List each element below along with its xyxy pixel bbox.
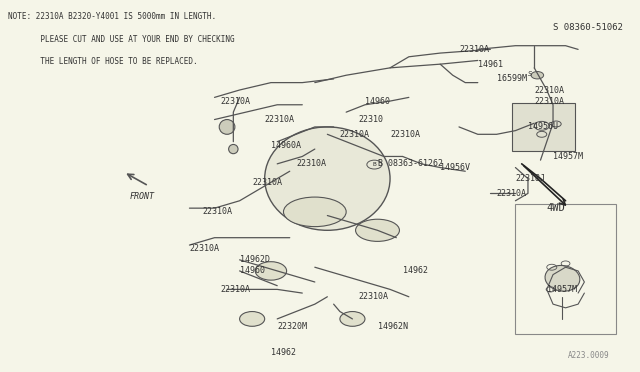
Text: NOTE: 22310A B2320-Y4001 IS 5000mm IN LENGTH.: NOTE: 22310A B2320-Y4001 IS 5000mm IN LE… — [8, 13, 216, 22]
Ellipse shape — [545, 266, 580, 291]
Text: 14957M: 14957M — [547, 285, 577, 294]
Ellipse shape — [220, 119, 235, 134]
Text: 22318J: 22318J — [515, 174, 545, 183]
Text: 14956V: 14956V — [440, 163, 470, 172]
Text: 22310A: 22310A — [497, 189, 527, 198]
Ellipse shape — [340, 311, 365, 326]
Text: 22310A: 22310A — [340, 130, 370, 139]
Text: 14961: 14961 — [478, 60, 503, 69]
Text: 4WD: 4WD — [547, 203, 566, 213]
Text: 22310A: 22310A — [189, 244, 220, 253]
Text: B 08363-61262: B 08363-61262 — [378, 159, 442, 169]
Text: THE LENGTH OF HOSE TO BE REPLACED.: THE LENGTH OF HOSE TO BE REPLACED. — [8, 57, 197, 66]
Text: 22310A: 22310A — [459, 45, 489, 54]
Text: 14962: 14962 — [403, 266, 428, 275]
Text: 22310A: 22310A — [390, 130, 420, 139]
Text: 22310A: 22310A — [534, 97, 564, 106]
Text: 14962N: 14962N — [378, 322, 408, 331]
Text: 22310A: 22310A — [265, 115, 294, 124]
Text: S: S — [528, 71, 532, 77]
Text: 14957M: 14957M — [553, 152, 583, 161]
Text: 14962: 14962 — [271, 348, 296, 357]
Text: 22310A: 22310A — [202, 207, 232, 217]
Ellipse shape — [228, 144, 238, 154]
Text: 22310A: 22310A — [221, 97, 251, 106]
Text: 22320M: 22320M — [277, 322, 307, 331]
Text: FRONT: FRONT — [130, 192, 155, 201]
Text: 22310A: 22310A — [534, 86, 564, 94]
Text: 14960A: 14960A — [271, 141, 301, 150]
Text: 14960: 14960 — [365, 97, 390, 106]
Text: 16599M: 16599M — [497, 74, 527, 83]
Text: A223.0009: A223.0009 — [568, 350, 609, 359]
Text: 22310A: 22310A — [358, 292, 388, 301]
Text: 22310A: 22310A — [221, 285, 251, 294]
Ellipse shape — [239, 311, 265, 326]
Text: PLEASE CUT AND USE AT YOUR END BY CHECKING: PLEASE CUT AND USE AT YOUR END BY CHECKI… — [8, 35, 234, 44]
Text: 14962D: 14962D — [239, 255, 269, 264]
Text: 14956U: 14956U — [528, 122, 558, 131]
Text: 22310A: 22310A — [252, 178, 282, 187]
Circle shape — [531, 71, 543, 79]
Text: S 08360-51062: S 08360-51062 — [553, 23, 623, 32]
Text: 14960: 14960 — [239, 266, 264, 275]
Text: 22310A: 22310A — [296, 159, 326, 169]
Text: B: B — [372, 162, 376, 167]
Ellipse shape — [284, 197, 346, 227]
Ellipse shape — [255, 262, 287, 280]
FancyBboxPatch shape — [512, 103, 575, 151]
FancyBboxPatch shape — [515, 205, 616, 334]
Ellipse shape — [265, 127, 390, 230]
Ellipse shape — [356, 219, 399, 241]
Text: 22310: 22310 — [358, 115, 384, 124]
